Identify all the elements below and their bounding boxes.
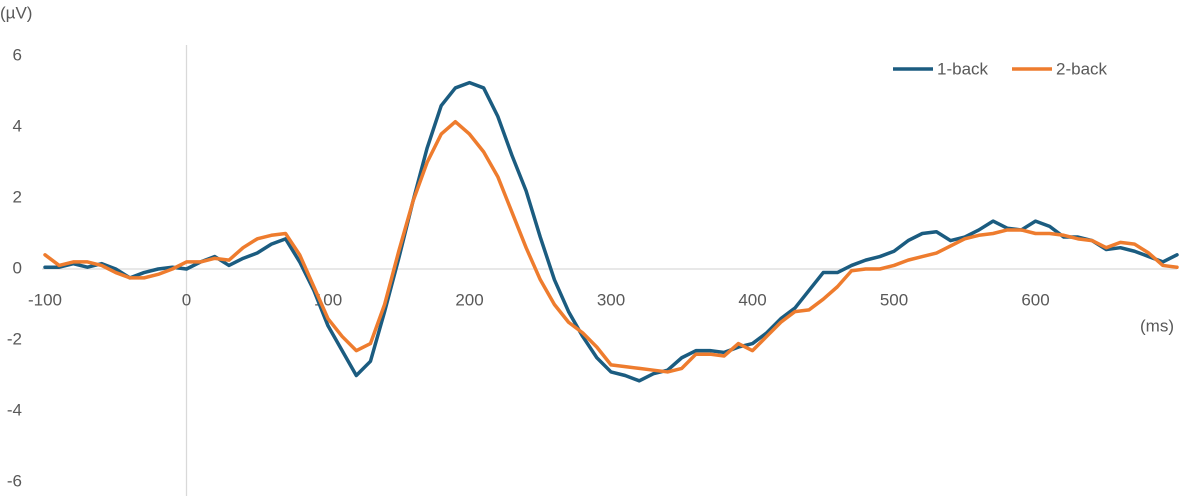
- y-tick-label: 2: [13, 187, 22, 206]
- y-tick-label: -2: [7, 329, 22, 348]
- x-tick-label: 300: [597, 290, 625, 309]
- y-tick-label: -6: [7, 471, 22, 490]
- y-tick-label: 4: [13, 116, 22, 135]
- x-tick-label: -100: [28, 290, 62, 309]
- line-series: [43, 80, 1179, 383]
- x-tick-label: 400: [738, 290, 766, 309]
- legend-label: 2-back: [1056, 59, 1108, 78]
- x-tick-label: 600: [1021, 290, 1049, 309]
- legend-label: 1-back: [937, 59, 989, 78]
- x-tick-label: 200: [455, 290, 483, 309]
- x-tick-label: 500: [880, 290, 908, 309]
- x-tick-label: 0: [182, 290, 191, 309]
- y-axis-label: (µV): [0, 3, 32, 22]
- y-tick-label: 6: [13, 45, 22, 64]
- x-axis-label: (ms): [1140, 316, 1174, 335]
- line-series: [43, 119, 1179, 374]
- y-tick-label: -4: [7, 400, 22, 419]
- y-tick-label: 0: [13, 258, 22, 277]
